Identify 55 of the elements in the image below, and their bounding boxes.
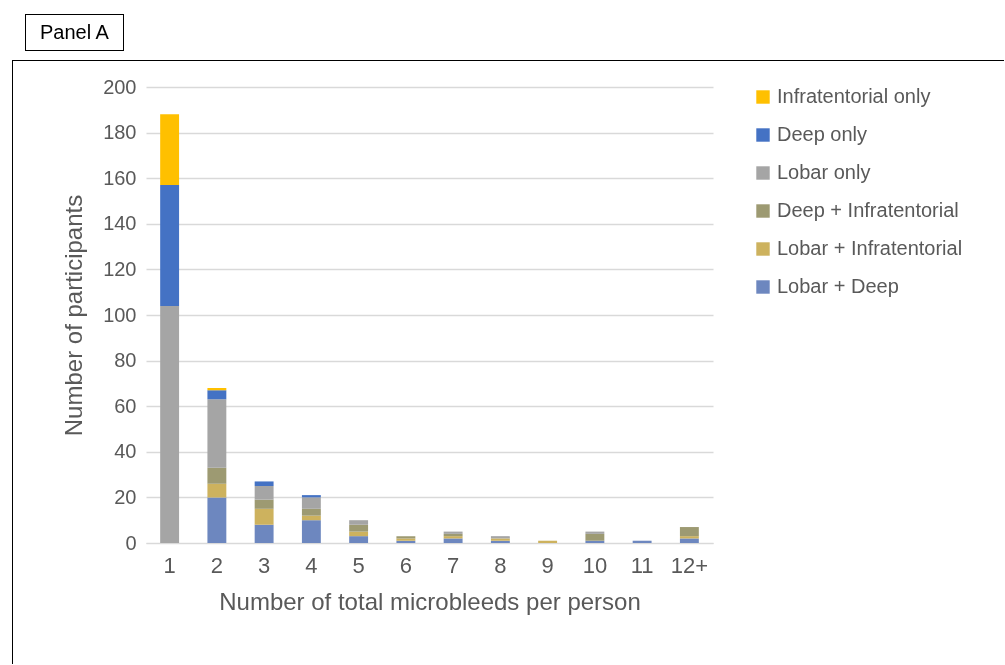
legend-label: Lobar only: [777, 161, 871, 183]
bar: [349, 524, 369, 532]
x-tick-label: 11: [630, 552, 654, 578]
x-tick-label: 8: [494, 552, 507, 578]
bar: [160, 305, 180, 543]
y-tick-label: 0: [125, 531, 137, 554]
legend-label: Lobar + Deep: [777, 275, 899, 297]
x-tick-label: 9: [541, 552, 554, 578]
bar: [207, 467, 227, 484]
bar: [301, 508, 321, 516]
chart-title: Panel A: [25, 14, 124, 51]
legend-label: Infratentorial only: [777, 85, 931, 107]
bar: [254, 481, 274, 486]
bar: [301, 520, 321, 543]
bar: [160, 114, 180, 186]
y-tick-label: 60: [114, 394, 137, 417]
legend-label: Deep + Infratentorial: [777, 199, 959, 221]
y-axis-title: Number of participants: [60, 194, 88, 437]
bar: [679, 527, 699, 537]
y-tick-label: 160: [103, 166, 137, 189]
bar: [254, 499, 274, 509]
y-tick-label: 20: [114, 485, 137, 508]
bar: [254, 524, 274, 543]
x-tick-label: 2: [210, 552, 223, 578]
x-tick-label: 10: [582, 552, 608, 578]
bar: [207, 497, 227, 543]
bar: [207, 483, 227, 498]
x-tick-label: 5: [352, 552, 365, 578]
bar: [349, 536, 369, 543]
y-tick-label: 120: [103, 257, 137, 280]
bar: [207, 390, 227, 400]
bar: [160, 185, 180, 306]
x-axis-title: Number of total microbleeds per person: [219, 587, 641, 615]
x-tick-label: 12+: [670, 552, 709, 578]
bar: [349, 520, 369, 525]
x-tick-label: 4: [305, 552, 318, 578]
bar: [679, 538, 699, 543]
y-tick-label: 140: [103, 212, 137, 235]
x-tick-label: 3: [258, 552, 271, 578]
x-tick-label: 7: [447, 552, 460, 578]
bar: [254, 486, 274, 500]
x-tick-label: 6: [399, 552, 412, 578]
x-tick-label: 1: [163, 552, 176, 578]
y-tick-label: 40: [114, 440, 137, 463]
y-tick-label: 100: [103, 303, 137, 326]
bar: [585, 533, 605, 541]
legend-label: Deep only: [777, 123, 868, 145]
y-tick-label: 80: [114, 349, 137, 372]
bar: [443, 538, 463, 543]
y-tick-label: 200: [103, 75, 137, 98]
bar: [207, 399, 227, 468]
y-tick-label: 180: [103, 121, 137, 144]
bar: [301, 497, 321, 509]
legend-label: Lobar + Infratentorial: [777, 237, 963, 259]
bar: [254, 508, 274, 525]
